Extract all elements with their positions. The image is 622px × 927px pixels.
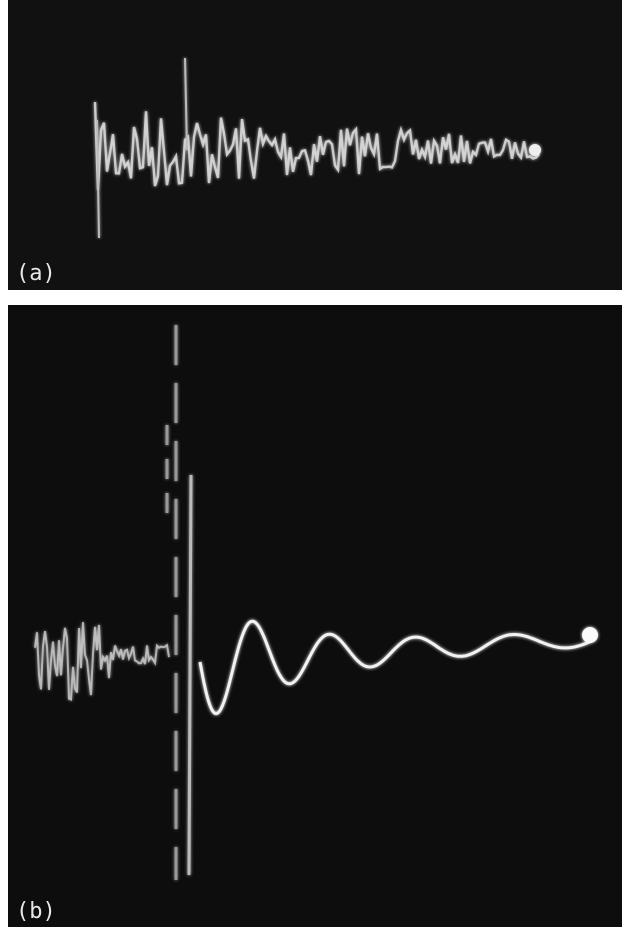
- trace-spike: [96, 119, 100, 239]
- traces: [34, 57, 598, 880]
- trace: [198, 619, 596, 716]
- trace-end: [582, 627, 598, 643]
- trace: [34, 622, 170, 701]
- panel-label: (a): [16, 261, 56, 286]
- panel-label: (b): [16, 899, 56, 924]
- panel-b: [8, 305, 622, 927]
- trace-end: [529, 144, 541, 156]
- trace-vertical: [187, 474, 193, 876]
- trace: [93, 101, 540, 191]
- trace-spike: [184, 57, 188, 151]
